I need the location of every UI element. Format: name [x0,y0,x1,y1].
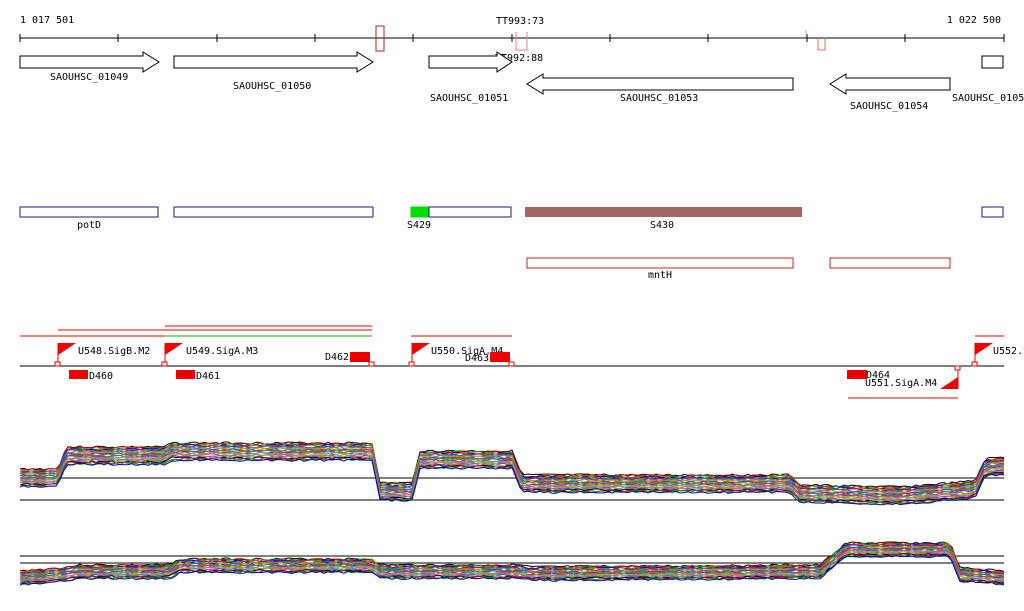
gene-saouhsc-01054[interactable]: SAOUHSC_01054 [829,73,951,112]
promoter-track: U548.SigB.M2 U549.SigA.M3 U550.SigA.M4 U… [20,325,1024,399]
promoter-u548[interactable]: U548.SigB.M2 [54,343,150,367]
gene-saouhsc-0105x[interactable]: SAOUHSC_0105 [952,55,1024,104]
expression-profile-line [19,554,1005,586]
expression-track-1[interactable] [19,441,1005,506]
operon-s429[interactable]: S429 [407,206,512,231]
expression-profile-line [19,458,1005,506]
transporter-track: mntH [526,257,951,281]
mnth-box[interactable] [526,257,794,269]
downshift-label: D462 [325,352,349,363]
mnth-label: mntH [648,270,672,281]
downshift-label: D463 [465,353,489,364]
gene-label: SAOUHSC_01051 [430,93,508,104]
operon-unnamed-1[interactable] [173,206,374,218]
operon-label: potD [77,220,101,231]
mnth-box-2[interactable] [829,257,951,269]
gene-saouhsc-01051[interactable]: SAOUHSC_01051 [428,51,513,104]
downshift-d463[interactable]: D463 [465,352,515,367]
promoter-label: U549.SigA.M3 [186,346,258,357]
promoter-u551[interactable]: U551.SigA.M4 [865,365,961,389]
promoter-u549[interactable]: U549.SigA.M3 [161,343,258,367]
terminator-tt993[interactable] [515,32,528,51]
terminator-right[interactable] [817,38,826,51]
coordinate-ruler: 1 017 501 1 022 500 [19,15,1005,42]
operon-label: S429 [407,220,431,231]
gene-label: SAOUHSC_01054 [850,101,928,112]
expression-track-2[interactable] [19,541,1005,586]
operon-potd[interactable]: potD [19,206,159,231]
promoter-u552[interactable]: U552.S [971,343,1024,367]
gene-track: SAOUHSC_01049 SAOUHSC_01050 SAOUHSC_0105… [19,51,1024,112]
expression-profiles-lower [19,541,1005,586]
promoter-label: U550.SigA.M4 [431,346,503,357]
promoter-label: U548.SigB.M2 [78,346,150,357]
downshift-d462[interactable]: D462 [325,352,375,367]
downshift-label: D460 [89,371,113,382]
downshift-d464[interactable]: D464 [847,370,890,381]
terminator-label-tt993: TT993:73 [496,16,544,27]
gene-label: SAOUHSC_0105 [952,93,1024,104]
operon-unnamed-2[interactable] [981,206,1004,218]
downshift-d460[interactable]: D460 [69,370,113,382]
operon-label: S430 [650,220,674,231]
gene-label: SAOUHSC_01050 [233,81,311,92]
promoter-label: U551.SigA.M4 [865,378,937,389]
downshift-label: D464 [866,370,890,381]
promoter-u550[interactable]: U550.SigA.M4 [408,343,503,367]
terminator-box[interactable] [375,25,385,52]
gene-label: SAOUHSC_01049 [50,72,128,83]
gene-saouhsc-01053[interactable]: SAOUHSC_01053 [526,73,794,104]
downshift-label: D461 [196,371,220,382]
promoter-label: U552.S [993,346,1024,357]
expression-profiles-upper [19,441,1005,506]
gene-label: SAOUHSC_01053 [620,93,698,104]
downshift-d461[interactable]: D461 [176,370,220,382]
gene-saouhsc-01049[interactable]: SAOUHSC_01049 [19,51,160,83]
ruler-start-label: 1 017 501 [20,15,74,26]
operon-track: potD S429 S430 [19,206,1004,231]
ruler-end-label: 1 022 500 [947,15,1001,26]
terminator-markers: TT993:73 TT992:88 [375,16,826,64]
operon-s430[interactable]: S430 [525,207,802,231]
gene-saouhsc-01050[interactable]: SAOUHSC_01050 [173,51,374,92]
terminator-label-tt992: TT992:88 [495,53,543,64]
